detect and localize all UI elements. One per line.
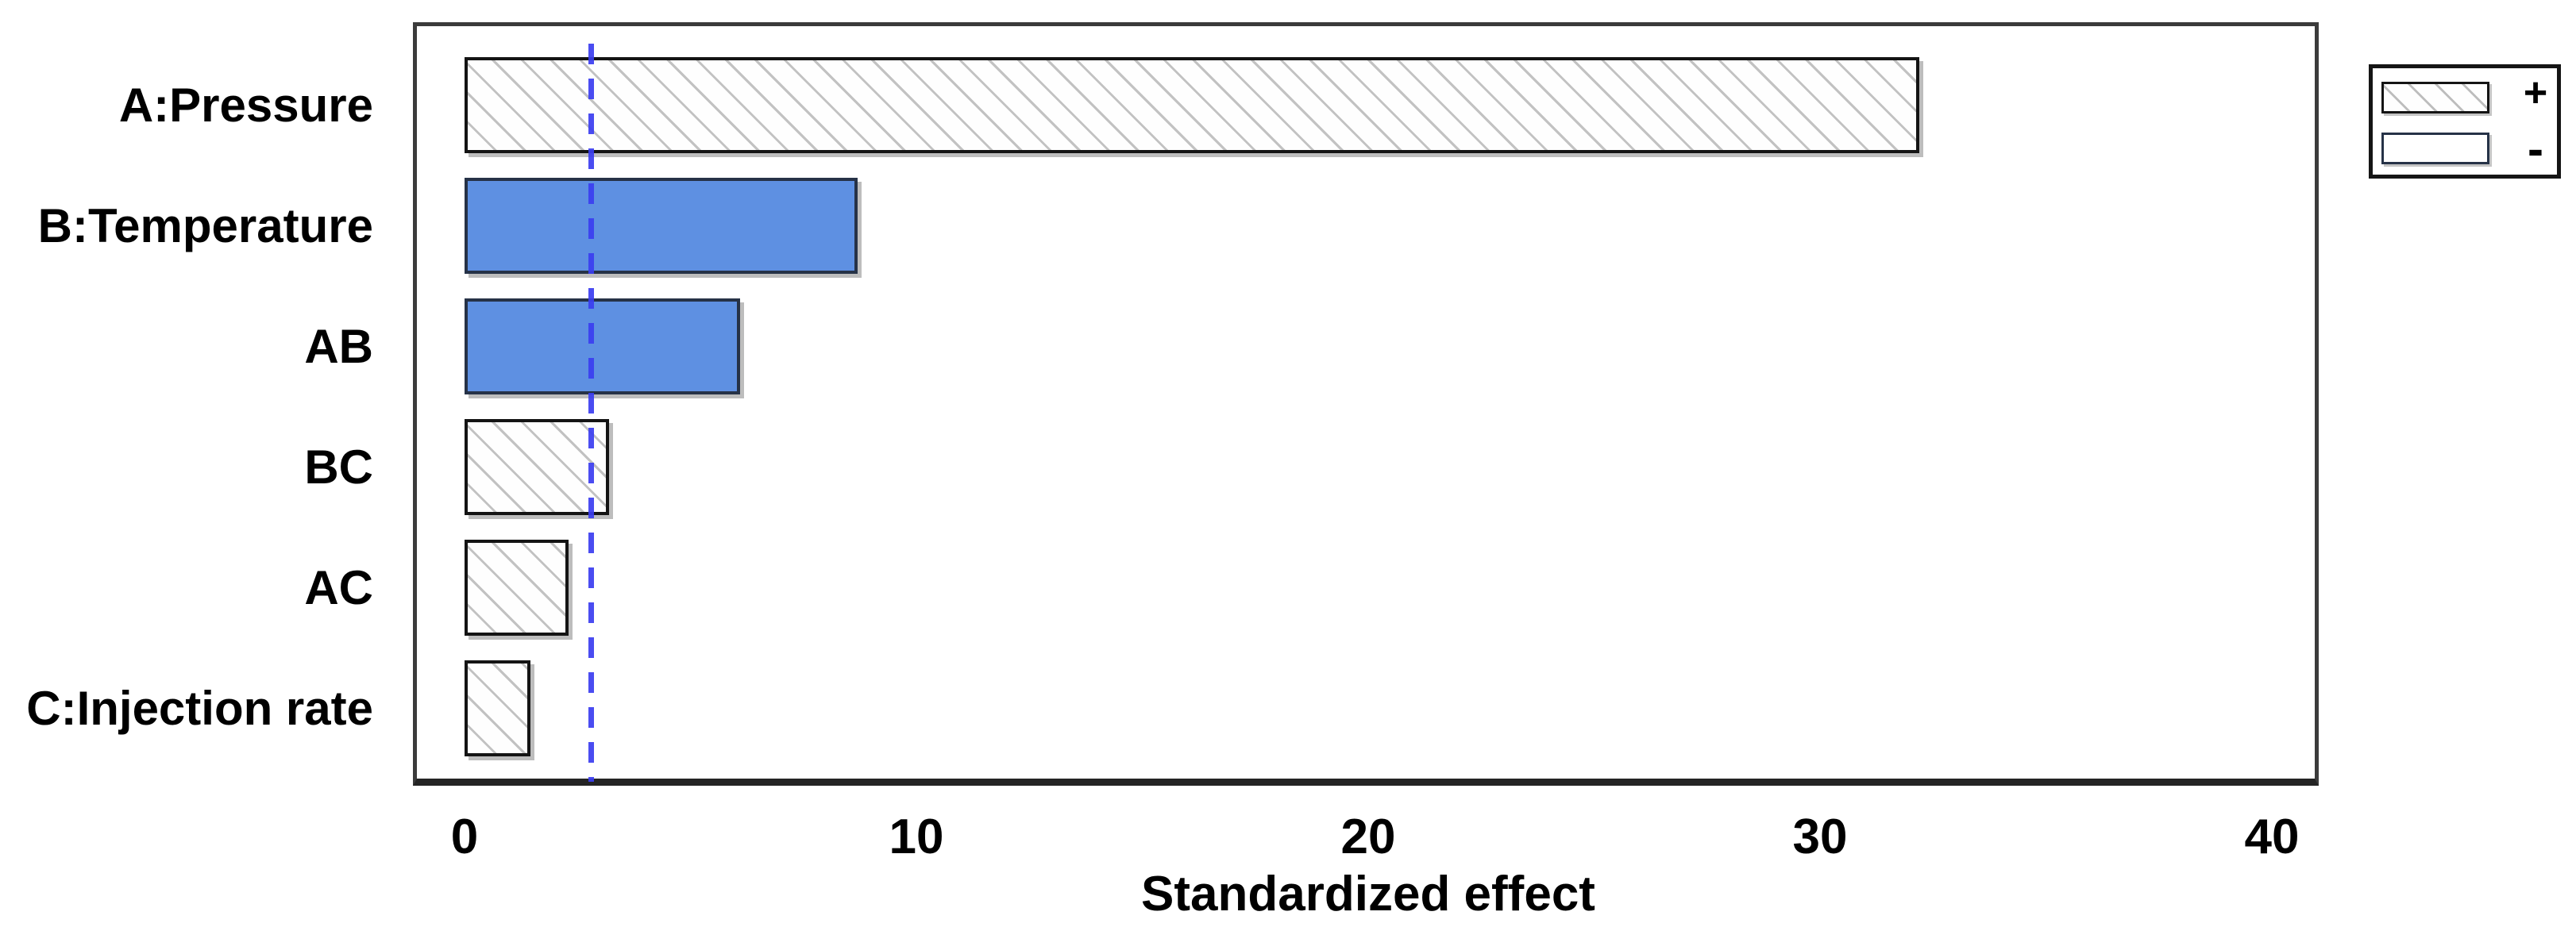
category-label: A:Pressure (118, 78, 373, 132)
x-tick-label: 30 (1792, 810, 1848, 864)
bar (465, 419, 609, 515)
legend-plus-label: + (2523, 70, 2548, 116)
category-label: BC (304, 440, 373, 494)
category-label: B:Temperature (37, 198, 373, 252)
x-tick-label: 20 (1340, 810, 1396, 864)
legend: + - (2369, 64, 2561, 179)
bar (465, 540, 569, 636)
category-label: C:Injection rate (26, 681, 373, 735)
legend-swatch-negative (2381, 133, 2489, 164)
category-label: AB (304, 319, 373, 373)
bar (465, 178, 858, 274)
x-axis-title: Standardized effect (1141, 867, 1595, 921)
bar (465, 298, 740, 394)
category-label: AC (304, 560, 373, 614)
bar (465, 57, 1919, 153)
x-tick-label: 40 (2244, 810, 2300, 864)
bar (465, 660, 530, 756)
legend-minus-label: - (2528, 122, 2543, 175)
reference-line (588, 44, 594, 782)
x-tick-label: 0 (450, 810, 479, 864)
legend-swatch-positive (2381, 82, 2489, 113)
x-tick-label: 10 (889, 810, 944, 864)
